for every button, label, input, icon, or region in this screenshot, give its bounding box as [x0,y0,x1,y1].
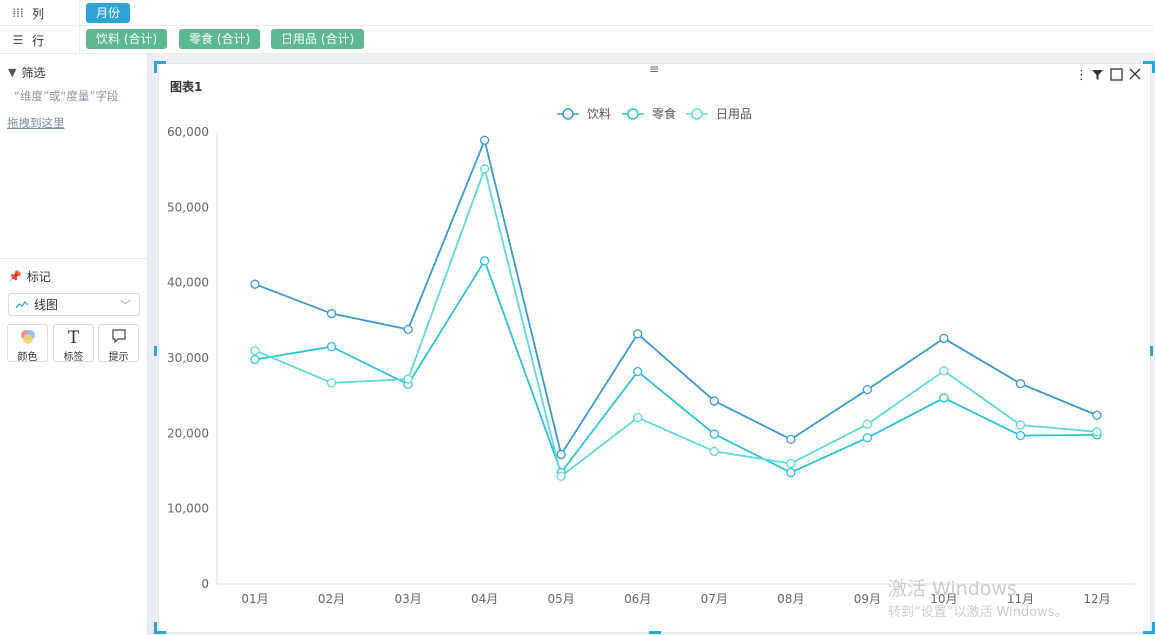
filter-header: ▼ 筛选 [8,64,45,81]
columns-label-text: 列 [32,6,45,21]
filter-drop-zone[interactable]: 拖拽到这里 [7,116,65,130]
text-icon: T [67,328,80,348]
resize-handle-top-left[interactable] [154,61,166,73]
resize-handle-top-right[interactable] [1143,61,1155,73]
marks-title: 标记 [26,270,51,284]
resize-handle-bottom-left[interactable] [154,622,166,634]
drag-handle-icon[interactable]: ≡ [649,62,660,76]
more-icon[interactable]: ⋮ [1075,68,1088,83]
mark-type-select[interactable]: 线图 ﹀ [8,293,140,316]
column-pill-month[interactable]: 月份 [86,3,131,23]
rows-shelf: ☰ 行 饮料 (合计) 零食 (合计) 日用品 (合计) [0,26,1155,54]
tooltip-button[interactable]: 提示 [98,324,139,363]
columns-shelf: ⁞⁞⁞ 列 月份 [0,0,1155,26]
resize-handle-bottom-right[interactable] [1143,622,1155,634]
rows-shelf-label: ☰ 行 [0,26,80,54]
activation-watermark-title: 激活 Windows [888,578,1017,600]
panel-divider [0,258,148,259]
columns-shelf-label: ⁞⁞⁞ 列 [0,0,80,26]
color-icon [8,328,47,348]
row-pill-drinks[interactable]: 饮料 (合计) [86,29,168,49]
filter-icon[interactable] [1091,68,1104,85]
columns-icon: ⁞⁞⁞ [12,6,24,20]
row-pill-snacks[interactable]: 零食 (合计) [179,29,261,49]
tooltip-button-label: 提示 [108,352,129,363]
chart-title: 图表1 [170,80,203,94]
marks-header: 📌 标记 [8,268,51,285]
label-button[interactable]: T 标签 [53,324,94,363]
label-button-label: 标签 [63,352,84,363]
chart-card[interactable] [158,63,1151,633]
rows-label-text: 行 [32,33,45,48]
panel-splitter[interactable] [148,54,154,635]
filter-icon: ▼ [8,66,17,79]
resize-handle-right[interactable] [1150,346,1153,356]
color-button-label: 颜色 [17,352,38,363]
resize-handle-bottom[interactable] [649,631,661,634]
tooltip-icon [99,328,138,348]
mark-type-value: 线图 [34,298,59,312]
pin-icon: 📌 [8,270,22,283]
color-button[interactable]: 颜色 [7,324,48,363]
rows-icon: ☰ [12,33,24,47]
filter-hint: “维度”或“度量”字段 [14,89,119,103]
maximize-icon[interactable] [1110,68,1123,85]
line-chart-icon [15,300,29,308]
filter-title: 筛选 [21,66,46,80]
chevron-down-icon: ﹀ [120,299,131,312]
activation-watermark-text: 转到“设置”以激活 Windows。 [888,605,1068,620]
row-pill-daily[interactable]: 日用品 (合计) [271,29,365,49]
resize-handle-left[interactable] [154,346,157,356]
close-icon[interactable] [1129,68,1141,84]
